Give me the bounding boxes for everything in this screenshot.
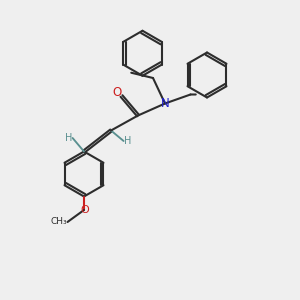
Text: O: O: [113, 86, 122, 100]
Text: H: H: [65, 133, 73, 143]
Text: O: O: [80, 205, 89, 215]
Text: H: H: [124, 136, 131, 146]
Text: CH₃: CH₃: [51, 218, 68, 226]
Text: N: N: [160, 97, 169, 110]
